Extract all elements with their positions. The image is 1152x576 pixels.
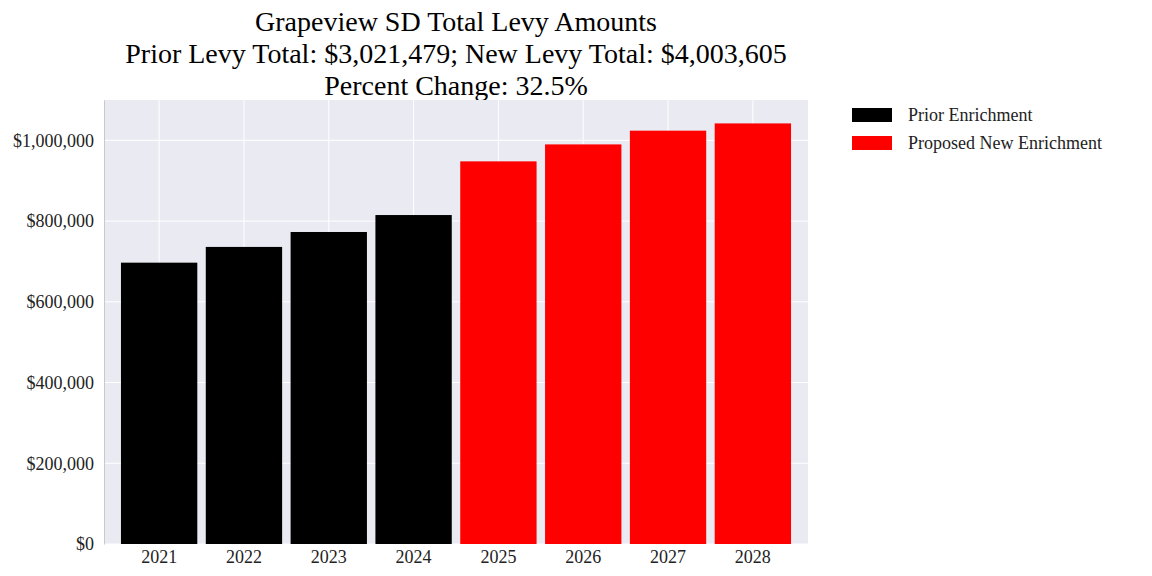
x-tick-label: 2025 [480, 547, 516, 567]
y-tick: $0 [76, 534, 104, 554]
plot: $0 $200,000 $400,000 $600,000 $800,000 $1,000… [13, 100, 809, 567]
subtitle: Percent Change: 32.5% [324, 70, 588, 101]
bar [545, 144, 621, 544]
x-tick-label: 2022 [226, 547, 262, 567]
bar [630, 131, 706, 544]
bar [291, 232, 367, 544]
grid [104, 100, 808, 544]
y-tick-label: $400,000 [27, 373, 95, 393]
legend-swatch [852, 108, 892, 122]
x-tick: 2024 [396, 544, 432, 567]
plot-background [104, 100, 808, 544]
bar [715, 123, 791, 544]
legend-label: Proposed New Enrichment [908, 133, 1102, 153]
x-tick: 2028 [735, 544, 771, 567]
y-tick: $800,000 [27, 211, 105, 231]
x-tick-label: 2027 [650, 547, 686, 567]
x-axis: 2021 2022 2023 2024 2025 2026 2027 2028 [105, 544, 809, 567]
legend: Prior Enrichment Proposed New Enrichment [852, 105, 1102, 153]
y-tick-label: $0 [76, 534, 94, 554]
y-tick: $200,000 [27, 454, 105, 474]
chart: Grapeview SD Total Levy AmountsPrior Lev… [0, 0, 1152, 576]
subtitle: Prior Levy Total: $3,021,479; New Levy T… [125, 38, 787, 69]
y-axis: $0 $200,000 $400,000 $600,000 $800,000 $1,000… [13, 101, 105, 555]
x-tick: 2022 [226, 544, 262, 567]
bar [206, 247, 282, 544]
x-tick: 2026 [565, 544, 601, 567]
y-tick-label: $200,000 [27, 454, 95, 474]
bar [460, 161, 536, 544]
x-tick-label: 2024 [396, 547, 432, 567]
y-tick: $1,000,000 [13, 131, 104, 151]
legend-label: Prior Enrichment [908, 105, 1032, 125]
x-axis-line [105, 544, 809, 545]
x-tick-label: 2021 [141, 547, 177, 567]
bar [121, 263, 197, 544]
y-axis-line [104, 101, 105, 545]
x-tick: 2021 [141, 544, 177, 567]
y-tick: $600,000 [27, 292, 105, 312]
x-tick: 2027 [650, 544, 686, 567]
x-tick-label: 2026 [565, 547, 601, 567]
x-tick-label: 2023 [311, 547, 347, 567]
bars [121, 123, 791, 544]
y-tick-label: $600,000 [27, 292, 95, 312]
legend-item: Prior Enrichment [852, 105, 1032, 125]
title: Grapeview SD Total Levy Amounts [255, 6, 657, 37]
y-tick: $400,000 [27, 373, 105, 393]
legend-swatch [852, 136, 892, 150]
x-tick: 2025 [480, 544, 516, 567]
bar [375, 215, 451, 544]
legend-item: Proposed New Enrichment [852, 133, 1102, 153]
x-tick-label: 2028 [735, 547, 771, 567]
x-tick: 2023 [311, 544, 347, 567]
y-tick-label: $1,000,000 [13, 131, 94, 151]
y-tick-label: $800,000 [27, 211, 95, 231]
